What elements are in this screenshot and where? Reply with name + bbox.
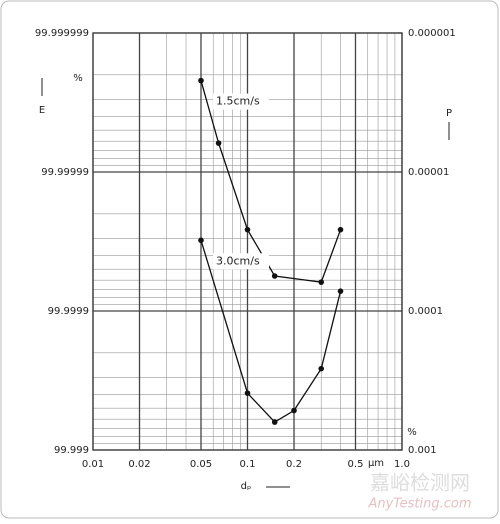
data-point — [244, 226, 251, 233]
data-point — [337, 226, 344, 233]
series-label: 3.0cm/s — [216, 254, 260, 267]
series-line — [200, 240, 342, 423]
data-point — [271, 419, 278, 425]
label-bg — [212, 93, 269, 110]
y-tick-label: 99.99999 — [41, 167, 89, 178]
data-point — [337, 288, 344, 294]
x-tick-label: 0.02 — [128, 459, 150, 470]
y2-tick-label: 0.00001 — [408, 167, 449, 178]
y-tick-label: 99.999 — [54, 445, 89, 456]
x-tick-label: 0.05 — [190, 459, 212, 470]
data-point — [244, 390, 251, 396]
x-tick-label: 0.5 — [348, 459, 364, 470]
y2-tick-label: 0.000001 — [408, 28, 456, 39]
y-axis-label: E — [39, 105, 45, 116]
y-tick-label: 99.999999 — [35, 28, 89, 39]
y2-tick-label: 0.001 — [408, 445, 437, 456]
y-tick-label: 99.9999 — [48, 306, 89, 317]
x-tick-label: 0.01 — [82, 459, 104, 470]
label-bg — [212, 253, 269, 270]
x-tick-label: 0.2 — [286, 459, 302, 470]
watermark: AnyTesting.com — [367, 497, 471, 512]
y2-axis-label: P — [446, 108, 452, 119]
data-point — [318, 279, 325, 285]
data-point — [215, 140, 222, 146]
data-point — [318, 365, 325, 372]
data-point — [271, 273, 278, 279]
x-tick-label: 1.0 — [394, 459, 410, 470]
x-axis-label: dₚ — [241, 481, 252, 492]
series-label: 1.5cm/s — [216, 95, 260, 108]
data-point — [198, 77, 204, 84]
y2-tick-label: 0.0001 — [408, 306, 443, 317]
data-point — [198, 237, 204, 244]
data-point — [291, 407, 297, 414]
series-line — [200, 80, 342, 283]
x-unit: μm — [368, 458, 384, 469]
x-tick-label: 0.1 — [240, 459, 256, 470]
y-unit: % — [73, 73, 83, 84]
y2-unit: % — [407, 427, 417, 438]
watermark: 嘉峪检测网 — [370, 471, 470, 495]
